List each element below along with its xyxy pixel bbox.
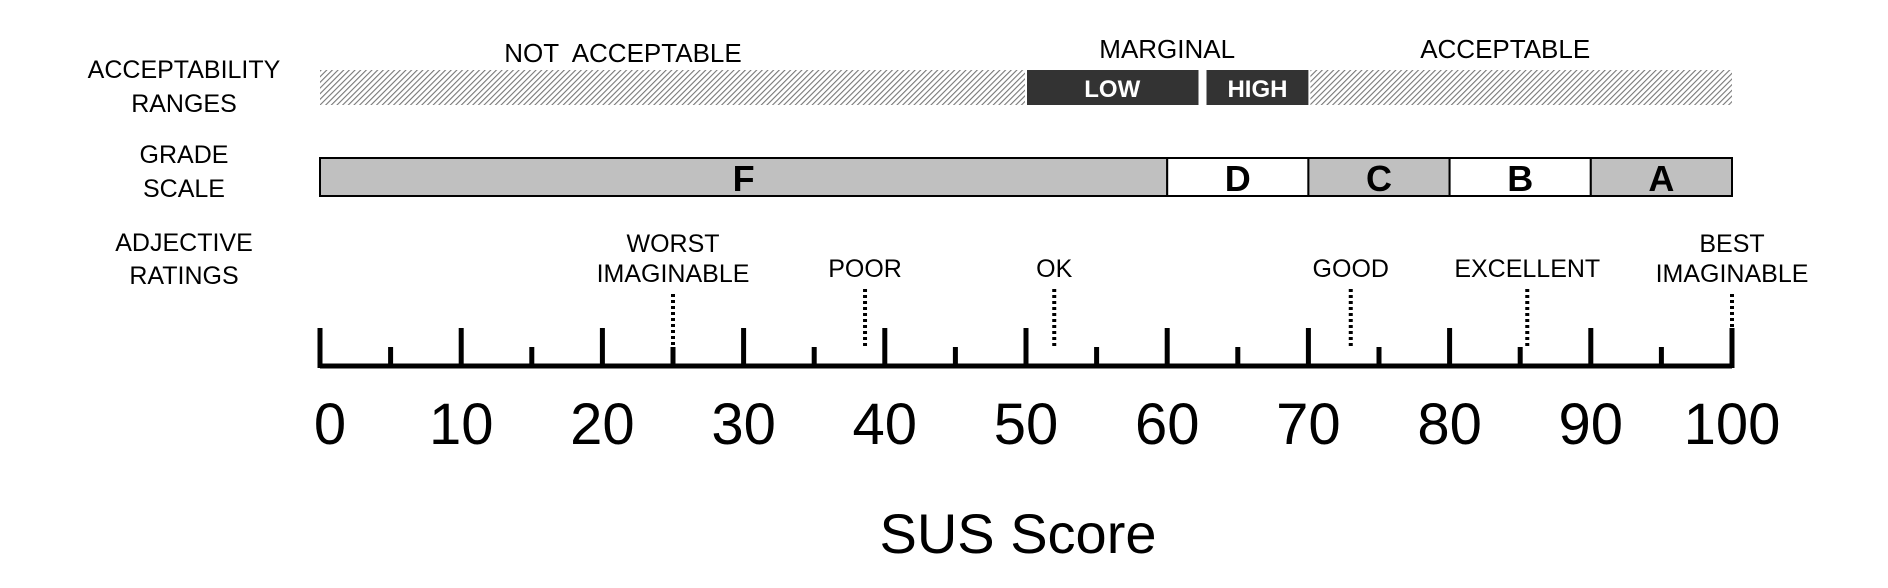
grade-segment-b (1448, 157, 1592, 197)
grade-letter-a: A (1648, 158, 1674, 199)
adjective-label-worst-imaginable-line1: WORST (626, 230, 719, 258)
adjective-label-best-imaginable-line1: BEST (1699, 230, 1764, 258)
marginal-high-label: HIGH (1227, 76, 1287, 103)
adjective-label-worst-imaginable-line2: IMAGINABLE (597, 260, 750, 288)
adjective-label-good-line1: GOOD (1313, 255, 1389, 283)
sus-axis: 0 10 20 30 40 50 60 70 80 90 100 (314, 328, 1781, 457)
tick-label-70: 70 (1276, 392, 1341, 457)
marginal-label: MARGINAL (1099, 34, 1235, 64)
grade-label-line2: SCALE (143, 175, 225, 203)
tick-label-40: 40 (853, 392, 918, 457)
tick-label-10: 10 (429, 392, 494, 457)
tick-label-20: 20 (570, 392, 635, 457)
acceptability-ranges: NOT ACCEPTABLE MARGINAL LOW HIGH ACCEPTA… (320, 34, 1732, 105)
acceptable-label: ACCEPTABLE (1420, 34, 1590, 64)
grade-letter-c: C (1366, 158, 1392, 199)
marginal-low-bar (1027, 70, 1199, 105)
grade-segment-f (319, 157, 1169, 197)
marginal-low-label: LOW (1084, 76, 1140, 103)
tick-label-100: 100 (1684, 392, 1781, 457)
grade-letter-d: D (1225, 158, 1251, 199)
adjective-label-line2: RATINGS (129, 262, 238, 290)
grade-letter-f: F (733, 158, 755, 199)
adjective-label-excellent-line1: EXCELLENT (1454, 255, 1600, 283)
grade-letter-b: B (1507, 158, 1533, 199)
tick-label-90: 90 (1559, 392, 1624, 457)
tick-label-60: 60 (1135, 392, 1200, 457)
acceptable-bar (1310, 70, 1732, 105)
not-acceptable-bar (320, 70, 1025, 105)
tick-label-0: 0 (314, 392, 346, 457)
axis-title: SUS Score (880, 502, 1157, 565)
adjective-label-poor-line1: POOR (828, 255, 902, 283)
grade-label-line1: GRADE (140, 141, 229, 169)
adjective-label-best-imaginable-line2: IMAGINABLE (1656, 260, 1809, 288)
acceptability-label-line1: ACCEPTABILITY (88, 56, 281, 84)
grade-segment-a (1589, 157, 1734, 197)
acceptability-label-line2: RANGES (131, 90, 237, 118)
adjective-label-line1: ADJECTIVE (115, 229, 253, 257)
marginal-high-bar (1206, 70, 1309, 105)
row-labels: ACCEPTABILITY RANGES GRADE SCALE ADJECTI… (88, 56, 281, 290)
adjective-label-ok-line1: OK (1036, 255, 1072, 283)
not-acceptable-label: NOT ACCEPTABLE (504, 38, 741, 68)
tick-label-50: 50 (994, 392, 1059, 457)
tick-label-80: 80 (1417, 392, 1482, 457)
tick-label-30: 30 (711, 392, 776, 457)
